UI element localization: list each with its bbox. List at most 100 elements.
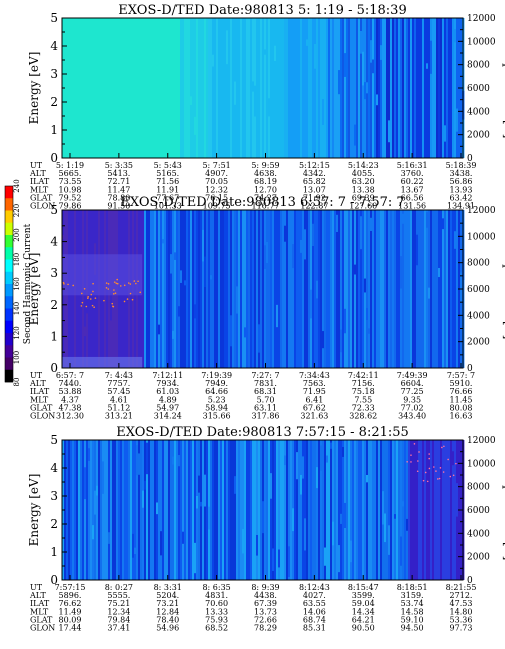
heatmap-column [270, 210, 273, 368]
heatmap-cell [108, 77, 111, 103]
heatmap-cell [192, 320, 195, 335]
heatmap-column [154, 210, 157, 368]
heatmap-column [426, 210, 429, 368]
heatmap-point [416, 470, 419, 473]
heatmap-cell [304, 518, 307, 551]
orbit-cell: 343.40 [398, 412, 426, 421]
heatmap-cell [80, 55, 83, 62]
heatmap-column [434, 210, 437, 368]
heatmap-column [338, 440, 341, 580]
y-tick-label: 0 [50, 573, 58, 587]
heatmap-column [222, 18, 225, 158]
heatmap-point [129, 292, 132, 295]
heatmap-point [115, 282, 118, 285]
heatmap-column [446, 210, 449, 368]
heatmap-column [392, 18, 395, 158]
heatmap-column [412, 440, 415, 580]
y2-tick-label: 12000 [467, 206, 496, 216]
heatmap-column [102, 18, 105, 158]
heatmap-cell [366, 82, 369, 94]
heatmap-column [274, 18, 277, 158]
heatmap-column [204, 18, 207, 158]
orbit-cell: 75.18 [352, 387, 375, 396]
orbit-cell: 5: 1:19 [56, 161, 84, 170]
heatmap-cell [180, 270, 183, 283]
heatmap-cell [322, 98, 325, 125]
heatmap-column [448, 18, 451, 158]
heatmap-column [376, 18, 379, 158]
heatmap-column [156, 210, 159, 368]
heatmap-cell [444, 125, 447, 142]
orbit-cell: 4438. [254, 591, 277, 600]
heatmap-column [354, 210, 357, 368]
heatmap-column [316, 18, 319, 158]
heatmap-point [81, 301, 84, 304]
heatmap-column [156, 18, 159, 158]
heatmap-column [412, 210, 415, 368]
heatmap-cell [184, 280, 187, 286]
orbit-row-label: ALT [29, 379, 46, 388]
heatmap-column [346, 210, 349, 368]
heatmap-column [270, 440, 273, 580]
heatmap-column [290, 210, 293, 368]
orbit-cell: 13.73 [254, 607, 277, 616]
heatmap-point [87, 296, 89, 298]
heatmap-point [123, 284, 126, 287]
heatmap-column [238, 440, 241, 580]
heatmap-cell [194, 304, 197, 319]
heatmap-column [84, 18, 87, 158]
orbit-cell: 76.15 [205, 193, 228, 202]
heatmap-column [82, 18, 85, 158]
heatmap-cell [268, 98, 271, 117]
heatmap-column [400, 18, 403, 158]
heatmap-column [374, 210, 377, 368]
heatmap-column [382, 210, 385, 368]
heatmap-cell [134, 44, 137, 66]
heatmap-column [144, 440, 147, 580]
orbit-row-label: ILAT [30, 387, 50, 396]
heatmap-column [242, 210, 245, 368]
heatmap-column [170, 210, 173, 368]
heatmap-column [214, 440, 217, 580]
heatmap-column [346, 440, 349, 580]
heatmap-column [406, 210, 409, 368]
heatmap-column [264, 440, 267, 580]
heatmap-column [358, 18, 361, 158]
heatmap-column [426, 18, 429, 158]
orbit-cell: 321.63 [300, 412, 328, 421]
heatmap-column [168, 210, 171, 368]
heatmap-column [296, 210, 299, 368]
heatmap-column [328, 210, 331, 368]
orbit-cell: 5: 7:51 [202, 161, 230, 170]
heatmap-cell [338, 70, 341, 95]
heatmap-column [64, 18, 67, 158]
heatmap-cell [88, 448, 91, 461]
heatmap-column [336, 210, 339, 368]
orbit-cell: 13.67 [401, 185, 424, 194]
orbit-cell: 8: 0:27 [105, 583, 133, 592]
heatmap-point [137, 280, 139, 283]
heatmap-point [428, 467, 431, 470]
orbit-cell: 61.03 [156, 387, 179, 396]
heatmap-cell [406, 518, 409, 531]
orbit-cell: 72.71 [107, 177, 130, 186]
heatmap-column [452, 210, 455, 368]
heatmap-cell [110, 292, 113, 321]
heatmap-column [290, 18, 293, 158]
orbit-cell: 8:21:55 [446, 583, 477, 592]
heatmap-column [374, 440, 377, 580]
heatmap-column [184, 18, 187, 158]
heatmap-cell [330, 55, 333, 82]
orbit-cell: 4342. [303, 169, 326, 178]
heatmap-point [113, 281, 116, 283]
heatmap-cell [136, 99, 139, 122]
heatmap-cell [246, 510, 249, 539]
heatmap-column [416, 440, 419, 580]
heatmap-column [294, 210, 297, 368]
heatmap-cell [370, 40, 373, 63]
heatmap-column [306, 210, 309, 368]
orbit-cell: 90.50 [352, 624, 375, 633]
y-tick-label: 3 [50, 489, 58, 503]
orbit-cell: 78.29 [254, 624, 277, 633]
heatmap-cell [234, 476, 237, 494]
